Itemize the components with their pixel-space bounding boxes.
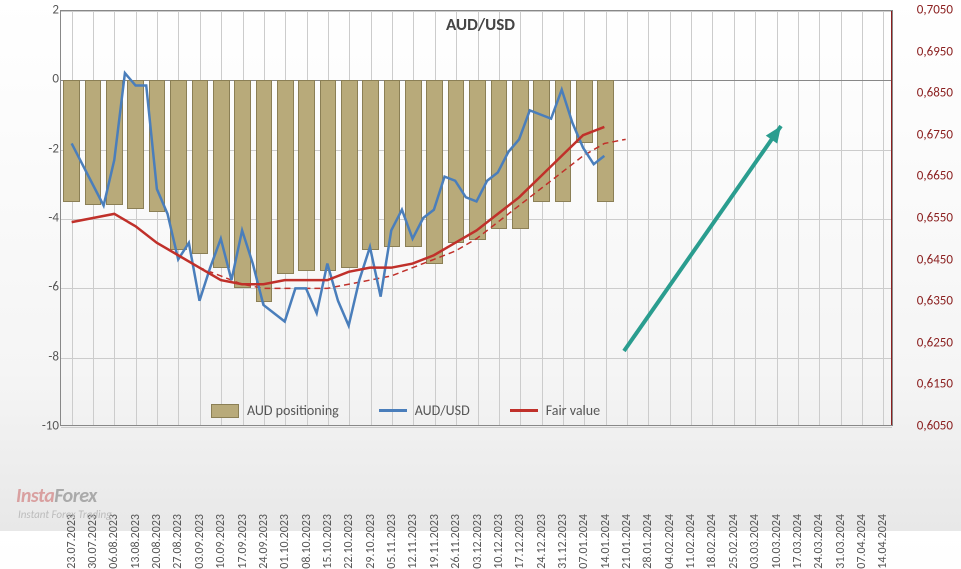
legend-swatch-line-icon bbox=[510, 409, 538, 412]
x-tick: 31.12.2023 bbox=[556, 514, 570, 569]
x-tick: 24.03.2024 bbox=[812, 514, 826, 569]
x-tick: 17.03.2024 bbox=[791, 514, 805, 569]
legend-label: AUD/USD bbox=[415, 402, 470, 419]
y-right-tick: 0,6250 bbox=[917, 335, 953, 350]
y-left-tick: -10 bbox=[42, 419, 59, 434]
x-tick: 01.10.2023 bbox=[278, 514, 292, 569]
left-y-axis: 20-2-4-6-8-10 bbox=[4, 10, 59, 426]
y-right-tick: 0,6450 bbox=[917, 252, 953, 267]
x-tick: 24.12.2023 bbox=[535, 514, 549, 569]
x-tick: 30.07.2023 bbox=[86, 514, 100, 569]
x-tick: 15.10.2023 bbox=[321, 514, 335, 569]
x-tick: 10.12.2023 bbox=[492, 514, 506, 569]
right-y-axis: 0,70500,69500,68500,67500,66500,65500,64… bbox=[898, 10, 953, 426]
x-tick: 10.03.2024 bbox=[770, 514, 784, 569]
x-tick: 18.02.2024 bbox=[705, 514, 719, 569]
y-left-tick: -6 bbox=[48, 280, 59, 295]
x-tick: 20.08.2023 bbox=[150, 514, 164, 569]
legend-label: AUD positioning bbox=[247, 402, 339, 419]
legend-item-audusd: AUD/USD bbox=[379, 402, 470, 419]
y-left-tick: -2 bbox=[48, 141, 59, 156]
x-tick: 10.09.2023 bbox=[214, 514, 228, 569]
legend-item-positioning: AUD positioning bbox=[211, 402, 339, 419]
y-right-tick: 0,6550 bbox=[917, 211, 953, 226]
x-tick: 21.01.2024 bbox=[620, 514, 634, 569]
plot-area: AUD positioning AUD/USD Fair value bbox=[60, 10, 893, 426]
x-tick: 17.12.2023 bbox=[513, 514, 527, 569]
x-tick: 13.08.2023 bbox=[129, 514, 143, 569]
legend: AUD positioning AUD/USD Fair value bbox=[211, 402, 600, 419]
x-tick: 14.01.2024 bbox=[599, 514, 613, 569]
legend-swatch-bar-icon bbox=[211, 404, 239, 418]
x-tick: 06.08.2023 bbox=[107, 514, 121, 569]
x-tick: 27.08.2023 bbox=[171, 514, 185, 569]
x-tick: 17.09.2023 bbox=[236, 514, 250, 569]
y-left-tick: -8 bbox=[48, 349, 59, 364]
x-tick: 25.02.2024 bbox=[727, 514, 741, 569]
x-tick: 14.04.2024 bbox=[876, 514, 890, 569]
y-right-tick: 0,6350 bbox=[917, 294, 953, 309]
y-right-tick: 0,6850 bbox=[917, 86, 953, 101]
legend-label: Fair value bbox=[546, 402, 600, 419]
x-tick: 31.03.2024 bbox=[834, 514, 848, 569]
x-tick: 04.02.2024 bbox=[663, 514, 677, 569]
y-right-tick: 0,6650 bbox=[917, 169, 953, 184]
y-right-tick: 0,6150 bbox=[917, 377, 953, 392]
x-tick: 03.09.2023 bbox=[193, 514, 207, 569]
trend-arrow bbox=[61, 11, 894, 427]
x-tick: 12.11.2023 bbox=[406, 514, 420, 569]
watermark-brand-suffix: Forex bbox=[54, 484, 97, 508]
x-tick: 24.09.2023 bbox=[257, 514, 271, 569]
x-tick: 05.11.2023 bbox=[385, 514, 399, 569]
y-left-tick: -4 bbox=[48, 211, 59, 226]
x-axis: 23.07.202330.07.202306.08.202313.08.2023… bbox=[60, 426, 893, 516]
watermark-tagline: Instant Forex Trading bbox=[18, 508, 112, 521]
x-tick: 07.01.2024 bbox=[577, 514, 591, 569]
y-right-tick: 0,6050 bbox=[917, 419, 953, 434]
legend-swatch-line-icon bbox=[379, 409, 407, 412]
x-tick: 28.01.2024 bbox=[641, 514, 655, 569]
x-tick: 07.04.2024 bbox=[855, 514, 869, 569]
watermark-brand-prefix: Insta bbox=[16, 484, 54, 508]
x-tick: 23.07.2023 bbox=[65, 514, 79, 569]
x-tick: 03.03.2024 bbox=[748, 514, 762, 569]
x-tick: 22.10.2023 bbox=[342, 514, 356, 569]
x-tick: 11.02.2024 bbox=[684, 514, 698, 569]
legend-item-fairvalue: Fair value bbox=[510, 402, 600, 419]
x-tick: 03.12.2023 bbox=[471, 514, 485, 569]
x-tick: 19.11.2023 bbox=[428, 514, 442, 569]
y-left-tick: 0 bbox=[52, 72, 59, 87]
y-right-tick: 0,6950 bbox=[917, 44, 953, 59]
x-tick: 08.10.2023 bbox=[300, 514, 314, 569]
x-tick: 26.11.2023 bbox=[449, 514, 463, 569]
x-tick: 29.10.2023 bbox=[364, 514, 378, 569]
watermark: InstaForex Instant Forex Trading bbox=[16, 484, 112, 521]
y-right-tick: 0,6750 bbox=[917, 127, 953, 142]
